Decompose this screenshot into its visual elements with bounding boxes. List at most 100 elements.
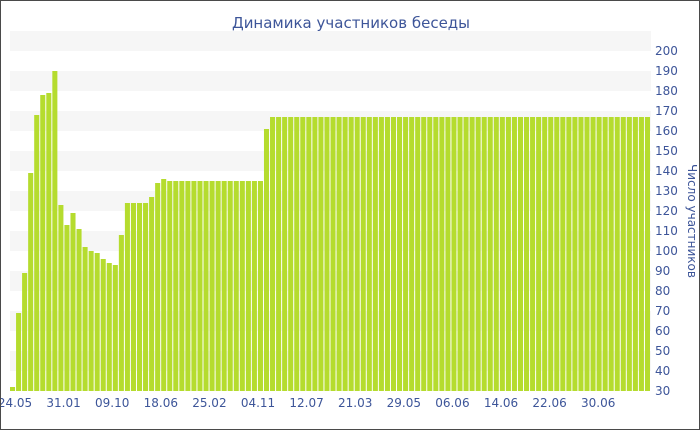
bar [227, 181, 233, 391]
bar [342, 117, 348, 391]
bar [179, 181, 185, 391]
bar [421, 117, 427, 391]
y-tick-label: 30 [655, 384, 670, 398]
bar [203, 181, 209, 391]
x-tick-label: 18.06 [144, 396, 178, 410]
bar [124, 203, 130, 391]
x-tick-label: 04.11 [241, 396, 275, 410]
bar [475, 117, 481, 391]
bar [463, 117, 469, 391]
bar [487, 117, 493, 391]
bar [505, 117, 511, 391]
bars [10, 71, 650, 391]
bar [276, 117, 282, 391]
bar [608, 117, 614, 391]
bar [348, 117, 354, 391]
bar [270, 117, 276, 391]
y-tick-label: 120 [655, 204, 678, 218]
bar [88, 251, 94, 391]
y-tick-label: 150 [655, 144, 678, 158]
bar [112, 265, 118, 391]
bar [197, 181, 203, 391]
bar [173, 181, 179, 391]
y-tick-label: 90 [655, 264, 670, 278]
bar [263, 129, 270, 391]
bar [34, 115, 40, 391]
bar [536, 117, 542, 391]
bar [70, 213, 76, 391]
bar [130, 203, 136, 391]
bar [16, 313, 22, 391]
x-tick-label: 24.05 [1, 396, 32, 410]
bar [409, 117, 415, 391]
bar [76, 229, 82, 391]
bar [415, 117, 421, 391]
y-tick-label: 100 [655, 244, 678, 258]
grid-band [10, 31, 651, 51]
y-tick-label: 200 [655, 44, 678, 58]
y-tick-label: 110 [655, 224, 678, 238]
bar [445, 117, 451, 391]
bar [118, 235, 124, 391]
bar [511, 117, 517, 391]
bar [239, 181, 245, 391]
bar [524, 117, 530, 391]
y-axis-label: Число участников [685, 164, 699, 278]
bar [548, 117, 554, 391]
bar [644, 117, 650, 391]
bar [469, 117, 475, 391]
x-tick-label: 25.02 [192, 396, 226, 410]
bar [493, 117, 499, 391]
bar [82, 247, 88, 391]
x-tick-label: 12.07 [289, 396, 323, 410]
y-tick-label: 190 [655, 64, 678, 78]
bar [312, 117, 318, 391]
bar [100, 259, 106, 391]
bar [143, 203, 149, 391]
bar [245, 181, 251, 391]
bar [40, 95, 46, 391]
bar [149, 197, 155, 391]
bar [300, 117, 306, 391]
bar [366, 117, 372, 391]
y-tick-label: 80 [655, 284, 670, 298]
bar [288, 117, 294, 391]
y-tick-label: 130 [655, 184, 678, 198]
grid-band [10, 71, 651, 91]
bar [560, 117, 566, 391]
bar [10, 387, 16, 391]
bar [58, 205, 64, 391]
bar [354, 117, 360, 391]
bar [161, 179, 167, 391]
x-tick-label: 31.01 [46, 396, 80, 410]
bar [397, 117, 403, 391]
bar [318, 117, 324, 391]
bar [596, 117, 602, 391]
bar [499, 117, 505, 391]
y-tick-label: 170 [655, 104, 678, 118]
bar [306, 117, 312, 391]
x-tick-label: 29.05 [387, 396, 421, 410]
y-tick-label: 70 [655, 304, 670, 318]
bar [324, 117, 330, 391]
bar [136, 203, 143, 391]
bar [542, 117, 548, 391]
bar [590, 117, 596, 391]
bar [614, 117, 620, 391]
x-tick-label: 14.06 [484, 396, 518, 410]
bar [602, 117, 608, 391]
bar [578, 117, 584, 391]
bar [64, 225, 70, 391]
bar [209, 181, 215, 391]
y-tick-label: 40 [655, 364, 670, 378]
bar [294, 117, 300, 391]
y-tick-label: 60 [655, 324, 670, 338]
x-tick-label: 09.10 [95, 396, 129, 410]
bar [372, 117, 378, 391]
x-tick-labels: 24.05 31.01 09.10 18.06 25.02 04.11 12.07 21.03… [1, 396, 615, 410]
bar [481, 117, 487, 391]
chart-title: Динамика участников беседы [232, 14, 470, 32]
bar [360, 117, 366, 391]
